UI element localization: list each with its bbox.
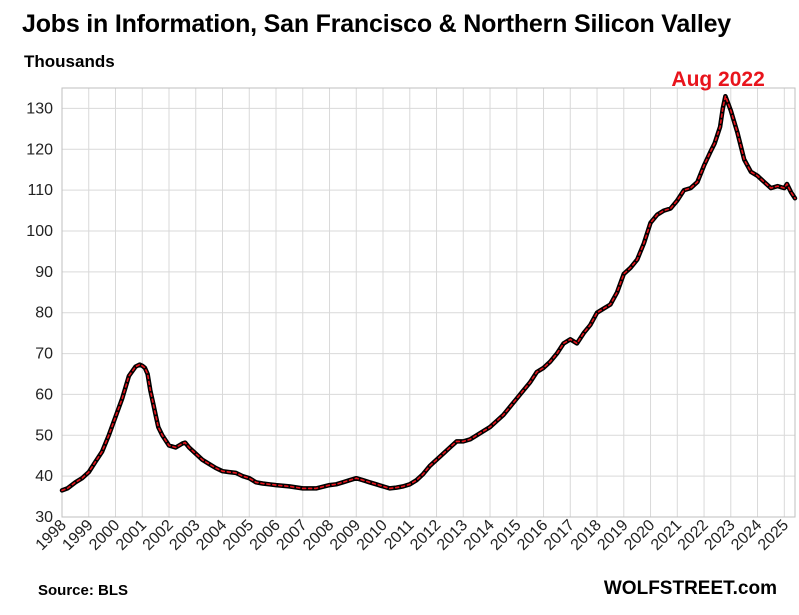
peak-annotation: Aug 2022 <box>671 68 764 91</box>
x-tick-label: 2000 <box>86 517 123 554</box>
chart-subtitle: Thousands <box>24 52 115 71</box>
y-tick-label: 120 <box>26 141 53 158</box>
x-tick-label: 2019 <box>594 517 631 554</box>
x-tick-label: 2002 <box>140 517 177 554</box>
chart-title: Jobs in Information, San Francisco & Nor… <box>22 10 731 38</box>
x-tick-label: 2005 <box>220 517 257 554</box>
vertical-gridlines <box>61 88 785 517</box>
x-tick-label: 2015 <box>487 517 524 554</box>
x-tick-label: 2003 <box>166 517 203 554</box>
y-tick-label: 80 <box>35 305 53 322</box>
brand-watermark: WOLFSTREET.com <box>603 578 777 599</box>
y-tick-label: 60 <box>35 386 53 403</box>
horizontal-gridlines <box>62 107 795 518</box>
x-axis-tick-labels: 1998199920002001200220032004200520062007… <box>33 517 793 554</box>
x-tick-label: 2006 <box>247 517 284 554</box>
y-tick-label: 110 <box>27 182 53 199</box>
x-tick-label: 2007 <box>273 517 310 554</box>
y-tick-label: 30 <box>35 509 53 526</box>
y-tick-label: 70 <box>35 346 53 363</box>
x-tick-label: 2014 <box>461 517 498 554</box>
x-tick-label: 2022 <box>675 517 712 554</box>
x-tick-label: 2018 <box>568 517 605 554</box>
x-tick-label: 2004 <box>193 517 230 554</box>
y-tick-label: 100 <box>26 223 53 240</box>
x-tick-label: 2020 <box>621 517 658 554</box>
y-tick-label: 130 <box>26 100 53 117</box>
x-tick-label: 2021 <box>648 517 685 554</box>
x-tick-label: 2010 <box>354 517 391 554</box>
x-tick-label: 2024 <box>728 517 765 554</box>
x-tick-label: 2001 <box>113 517 150 554</box>
y-tick-label: 40 <box>35 468 53 485</box>
y-tick-label: 90 <box>35 264 53 281</box>
x-tick-label: 2012 <box>407 517 444 554</box>
x-tick-label: 2016 <box>514 517 551 554</box>
x-tick-label: 2013 <box>434 517 471 554</box>
plot-frame <box>61 87 796 518</box>
source-note: Source: BLS <box>38 582 129 599</box>
y-axis-tick-labels: 30 40 50 60 70 80 90 100 110 120 130 <box>26 100 53 526</box>
y-tick-label: 50 <box>35 427 53 444</box>
x-tick-label: 2009 <box>327 517 364 554</box>
series-line <box>61 95 796 492</box>
x-tick-label: 1999 <box>59 517 96 554</box>
x-tick-label: 2023 <box>701 517 738 554</box>
x-tick-label: 2025 <box>755 517 792 554</box>
x-tick-label: 2017 <box>541 517 578 554</box>
x-tick-label: 2008 <box>300 517 337 554</box>
series-line-shadow <box>59 93 798 493</box>
